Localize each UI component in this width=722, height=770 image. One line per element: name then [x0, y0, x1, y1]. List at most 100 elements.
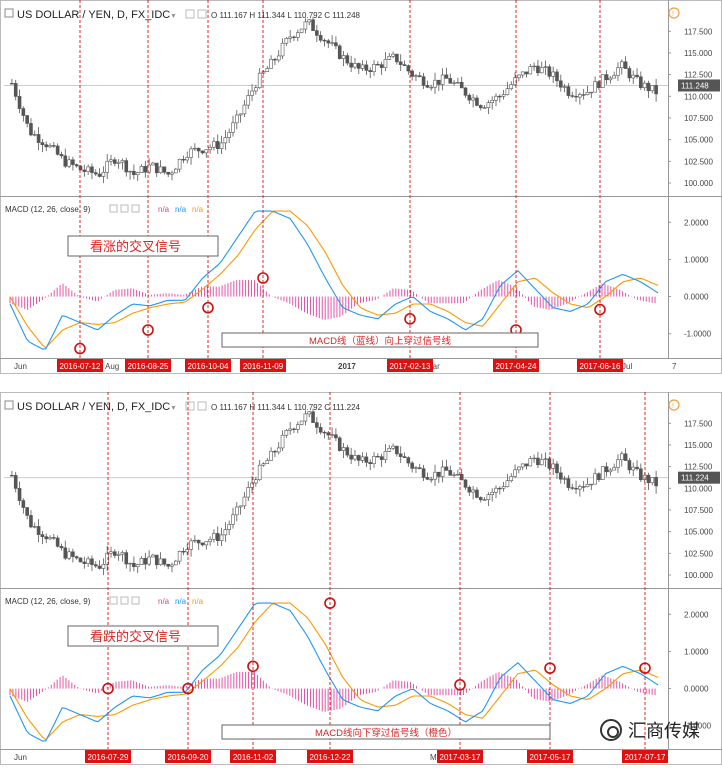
candle-body: [505, 88, 510, 95]
candle-body: [360, 456, 365, 461]
candle-body: [40, 142, 45, 145]
candle-body: [501, 94, 506, 97]
candle-body: [48, 145, 52, 148]
candle-body: [463, 87, 468, 96]
candle-body: [151, 554, 155, 558]
candle-body: [166, 171, 170, 175]
candle-body: [635, 466, 639, 470]
settings-icon: [185, 401, 195, 411]
date-tag-label: 2017-05-17: [530, 753, 571, 762]
candle-body: [425, 477, 430, 480]
alert-icon: [668, 7, 680, 19]
candle-body: [581, 94, 586, 96]
candle-body: [63, 155, 68, 167]
candle-body: [109, 551, 113, 554]
candle-body: [154, 162, 159, 174]
candle-body: [391, 445, 395, 449]
candle-body: [459, 81, 464, 89]
candle-body: [574, 95, 578, 98]
candle-body: [616, 67, 620, 76]
candle-body: [189, 540, 193, 550]
candle-body: [604, 74, 609, 81]
candle-body: [486, 494, 491, 501]
macd-settings-icon: [120, 204, 129, 213]
date-tag-label: 2017-04-24: [496, 362, 537, 371]
candle-body: [391, 53, 395, 57]
candle-body: [132, 170, 136, 176]
candle-body: [303, 21, 308, 30]
candle-body: [368, 70, 373, 72]
candle-body: [238, 113, 243, 116]
alert-icon-mark: !: [672, 11, 674, 18]
candle-body: [581, 486, 586, 488]
crossover-marker: [639, 662, 651, 674]
candle-body: [566, 478, 571, 488]
crossover-marker: [74, 342, 86, 355]
candle-body: [345, 55, 350, 64]
candle-body: [307, 411, 312, 415]
candle-body: [295, 32, 300, 38]
chart-panel-bearish: US DOLLAR / YEN, D, FX_IDC ▼ O 111.167 H 1…: [0, 392, 722, 765]
candle-body: [261, 71, 266, 74]
price-tick-label: 115.000: [684, 441, 713, 450]
last-price-label: 111.224: [681, 474, 709, 483]
candle-body: [234, 114, 239, 124]
candle-body: [158, 558, 163, 566]
candle-body: [162, 558, 167, 565]
signal-line: [9, 602, 659, 741]
candle-body: [341, 447, 346, 451]
date-tag: [527, 750, 573, 763]
candle-body: [360, 64, 365, 69]
macd-tick-label: 2.0000: [684, 610, 709, 619]
chevron-down-icon: ▼: [170, 405, 177, 412]
candle-body: [215, 533, 220, 542]
candle-body: [128, 562, 132, 565]
time-tick-label: 7: [672, 362, 677, 371]
candle-body: [532, 457, 536, 460]
candle-body: [284, 430, 289, 436]
last-price-badge: [678, 471, 720, 484]
macd-value-label: n/a: [175, 597, 187, 606]
macd-eye-icon: [109, 596, 118, 605]
candle-body: [429, 478, 434, 481]
candle-body: [524, 71, 529, 75]
candle-body: [219, 142, 224, 150]
crossover-marker: [202, 301, 214, 314]
candle-body: [398, 61, 403, 65]
candle-body: [482, 107, 487, 109]
candle-body: [520, 463, 525, 468]
settings-icon: [185, 9, 195, 19]
candle-body: [52, 145, 56, 147]
price-tick-label: 105.000: [684, 528, 713, 537]
candle-body: [113, 551, 117, 556]
candle-body: [158, 166, 163, 174]
candle-body: [364, 456, 369, 463]
crossover-marker: [102, 682, 114, 695]
candle-body: [101, 564, 106, 569]
annotation-title: 看涨的交叉信号: [90, 239, 181, 254]
candle-body: [101, 172, 106, 177]
candle-body: [181, 159, 186, 161]
candle-body: [52, 537, 56, 539]
candle-body: [204, 541, 209, 546]
candle-body: [189, 148, 193, 158]
candle-body: [623, 453, 628, 461]
candle-body: [124, 552, 129, 565]
candle-body: [196, 539, 201, 544]
annotation-note-box: [221, 332, 539, 348]
candle-body: [440, 466, 445, 477]
candle-body: [174, 560, 178, 566]
candle-body: [570, 95, 575, 97]
price-tick-label: 115.000: [684, 49, 713, 58]
macd-line: [9, 210, 659, 350]
candle-body: [471, 97, 475, 101]
ohlc-readout: O 111.167 H 111.344 L 110.792 C 111.248: [211, 11, 361, 20]
candle-body: [78, 557, 83, 563]
candle-body: [608, 77, 613, 81]
macd-tick-label: 0.0000: [684, 685, 709, 694]
candle-body: [475, 97, 479, 106]
price-tick-label: 102.500: [684, 549, 713, 558]
candle-body: [86, 166, 90, 172]
candle-body: [44, 536, 49, 540]
candle-body: [10, 82, 14, 85]
